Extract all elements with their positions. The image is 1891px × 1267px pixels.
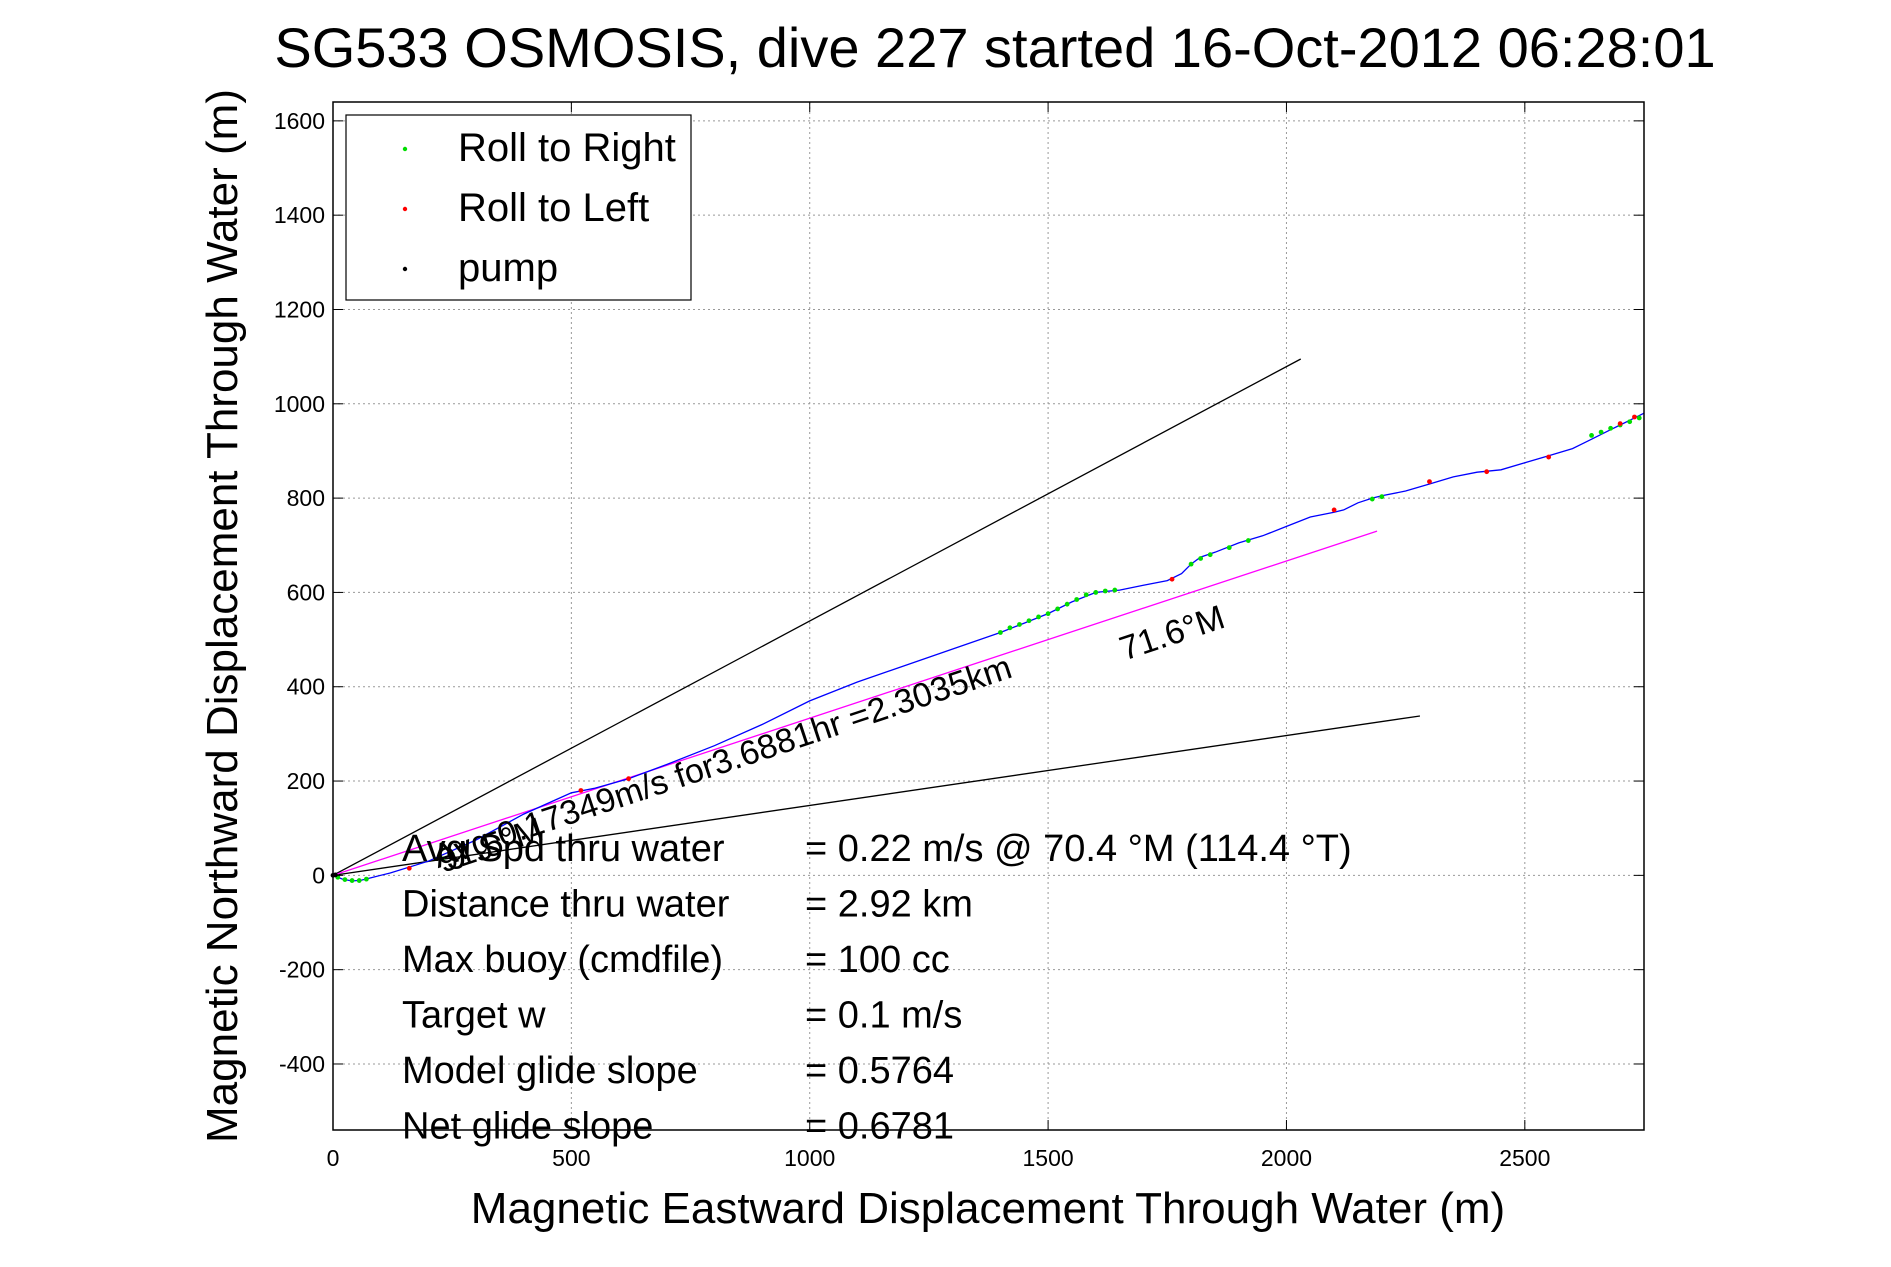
- reference-line: [332, 530, 1378, 876]
- stat-value: = 0.6781: [805, 1106, 954, 1148]
- y-tick-label: 0: [312, 862, 325, 888]
- stat-value: = 0.22 m/s @ 70.4 °M (114.4 °T): [805, 828, 1352, 870]
- stat-value: = 0.1 m/s: [805, 995, 962, 1037]
- y-tick-label: 200: [287, 768, 325, 794]
- roll-right-point: [1102, 588, 1108, 594]
- roll-right-point: [1198, 556, 1204, 561]
- stat-label: Max buoy (cmdfile): [402, 939, 723, 981]
- roll-left-point: [406, 865, 412, 871]
- roll-right-point: [1055, 606, 1061, 612]
- y-tick-label: 1600: [274, 108, 325, 134]
- roll-right-point: [363, 876, 369, 882]
- roll-right-point: [1045, 611, 1051, 617]
- x-axis-label: Magnetic Eastward Displacement Through W…: [471, 1184, 1505, 1233]
- x-axis-ticks: 0 500 1000 1500 2000 2500: [327, 102, 1550, 1171]
- roll-right-point: [342, 877, 348, 883]
- legend-marker: [402, 146, 408, 152]
- roll-left-point: [1427, 479, 1432, 485]
- y-axis-label: Magnetic Northward Displacement Through …: [198, 89, 247, 1143]
- roll-left-point: [626, 776, 631, 782]
- stat-value: = 2.92 km: [805, 884, 973, 926]
- stat-value: = 100 cc: [805, 939, 950, 981]
- x-tick-label: 1000: [784, 1145, 835, 1171]
- roll-left-point: [578, 788, 584, 793]
- reference-line: [332, 715, 1421, 877]
- y-tick-label: 800: [287, 485, 325, 511]
- roll-right-point: [1083, 592, 1089, 598]
- grid: [332, 102, 1644, 1130]
- roll-right-point: [1207, 552, 1213, 558]
- roll-right-point: [1064, 601, 1070, 607]
- roll-right-point: [1598, 429, 1604, 435]
- plot-frame: [332, 101, 1645, 1131]
- roll-left-point: [1331, 507, 1337, 513]
- roll-right-point: [1093, 590, 1099, 595]
- x-tick-label: 500: [552, 1145, 590, 1171]
- roll-right-point: [1074, 597, 1080, 602]
- y-tick-label: 1400: [274, 202, 325, 228]
- marker-points: [330, 414, 1642, 883]
- y-tick-label: -400: [279, 1051, 325, 1077]
- y-tick-label: -200: [279, 957, 325, 983]
- roll-right-point: [998, 630, 1003, 635]
- track-series: [332, 412, 1645, 882]
- x-tick-label: 0: [327, 1145, 340, 1171]
- legend-label: Roll to Right: [458, 126, 676, 170]
- roll-right-point: [1112, 587, 1118, 593]
- reference-line: [332, 358, 1302, 876]
- x-tick-label: 1500: [1023, 1145, 1074, 1171]
- roll-right-point: [1627, 419, 1633, 425]
- stat-label: Distance thru water: [402, 884, 730, 926]
- chart-title: SG533 OSMOSIS, dive 227 started 16-Oct-2…: [274, 16, 1715, 79]
- roll-left-point: [1484, 469, 1490, 475]
- stat-label: Target w: [402, 995, 546, 1037]
- y-tick-label: 1200: [274, 296, 325, 322]
- roll-right-point: [1188, 561, 1194, 567]
- legend-marker: [402, 266, 408, 272]
- y-tick-label: 600: [287, 579, 325, 605]
- stats-block: Avg Spd thru water = 0.22 m/s @ 70.4 °M (…: [402, 828, 1352, 1148]
- roll-right-point: [1026, 618, 1032, 624]
- roll-right-point: [1007, 625, 1013, 631]
- stat-label: Net glide slope: [402, 1106, 653, 1148]
- reference-lines: [332, 358, 1421, 877]
- roll-right-point: [1245, 538, 1251, 543]
- roll-left-point: [1546, 454, 1552, 460]
- roll-right-point: [1036, 614, 1041, 620]
- roll-left-point: [1617, 421, 1623, 427]
- roll-right-point: [1369, 496, 1375, 502]
- legend: Roll to Right Roll to Left pump: [345, 114, 692, 301]
- y-tick-label: 1000: [274, 391, 325, 417]
- roll-right-point: [1636, 415, 1642, 421]
- x-tick-label: 2000: [1261, 1145, 1312, 1171]
- roll-right-point: [1379, 494, 1385, 500]
- roll-left-point: [1632, 414, 1637, 420]
- x-tick-label: 2500: [1499, 1145, 1550, 1171]
- legend-marker: [402, 206, 408, 212]
- stat-label: Avg Spd thru water: [402, 828, 725, 870]
- legend-label: Roll to Left: [458, 186, 649, 230]
- stat-label: Model glide slope: [402, 1050, 698, 1092]
- roll-right-point: [356, 878, 362, 883]
- roll-right-point: [1589, 432, 1594, 438]
- roll-right-point: [349, 878, 355, 883]
- roll-right-point: [1608, 425, 1614, 431]
- y-axis-ticks: -400 -200 0 200 400 600 800 1000 1200 1400 1600: [274, 108, 1644, 1077]
- legend-label: pump: [458, 246, 558, 290]
- roll-right-point: [1226, 545, 1232, 551]
- roll-right-point: [449, 851, 455, 857]
- y-tick-label: 400: [287, 674, 325, 700]
- track-line: [332, 412, 1645, 882]
- stat-value: = 0.5764: [805, 1050, 954, 1092]
- roll-left-point: [1169, 576, 1175, 582]
- roll-right-point: [440, 856, 446, 862]
- roll-right-point: [1017, 622, 1022, 627]
